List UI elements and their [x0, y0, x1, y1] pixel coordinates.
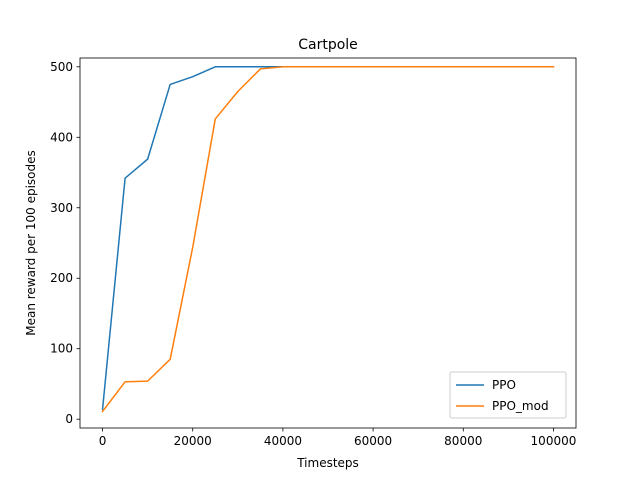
chart-title: Cartpole: [298, 37, 358, 53]
axes-frame: [79, 57, 577, 429]
x-tick-label: 40000: [264, 434, 302, 448]
y-tick-label: 500: [50, 60, 73, 74]
x-tick-label: 80000: [444, 434, 482, 448]
series-line-1: [101, 66, 555, 413]
x-tick-label: 0: [99, 434, 107, 448]
x-tick-label: 100000: [531, 434, 577, 448]
legend-label-0: PPO: [492, 378, 516, 392]
y-tick-label: 100: [50, 342, 73, 356]
x-axis: 0 20000 40000 60000 80000 100000: [99, 428, 577, 448]
legend-label-1: PPO_mod: [492, 399, 549, 413]
x-axis-label: Timesteps: [296, 456, 359, 470]
y-axis: 0 100 200 300 400 500: [50, 60, 80, 426]
y-tick-label: 300: [50, 201, 73, 215]
y-axis-label: Mean reward per 100 episodes: [24, 150, 38, 336]
plot-area: [101, 66, 555, 413]
y-tick-label: 0: [65, 412, 73, 426]
y-tick-label: 200: [50, 271, 73, 285]
y-tick-label: 400: [50, 130, 73, 144]
legend: PPO PPO_mod: [449, 371, 567, 419]
x-tick-label: 20000: [174, 434, 212, 448]
x-tick-label: 60000: [354, 434, 392, 448]
